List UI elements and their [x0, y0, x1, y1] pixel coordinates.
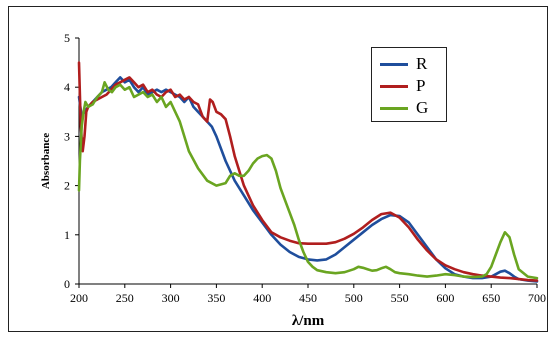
x-axis-title: λ/nm: [292, 313, 325, 329]
x-tick-label: 350: [207, 291, 225, 305]
x-tick-label: 700: [528, 291, 546, 305]
series-layer: [77, 61, 539, 283]
absorbance-line-chart: 200 250 300 350 400 450 500 550 600 650 700012345 …: [40, 31, 546, 329]
legend-swatch: [380, 106, 408, 110]
y-axis-title: Absorbance: [40, 133, 52, 189]
y-tick-label: 3: [64, 129, 70, 143]
y-tick-label: 0: [64, 277, 70, 291]
y-tick-label: 1: [64, 228, 70, 242]
legend-label: G: [416, 98, 429, 117]
y-tick-label: 4: [64, 80, 70, 94]
legend-label: R: [416, 54, 428, 73]
legend-item-R: R: [380, 54, 427, 74]
y-tick-label: 2: [64, 179, 70, 193]
x-tick-label: 450: [299, 291, 317, 305]
legend-item-G: G: [380, 98, 428, 118]
legend-swatch: [380, 84, 408, 88]
legend-swatch: [380, 62, 408, 66]
axes: 200 250 300 350 400 450 500 550 600 650 700 0 1 2 3 4 5: [64, 31, 546, 305]
x-tick-label: 400: [253, 291, 271, 305]
y-tick-label: 5: [64, 31, 70, 45]
x-tick-label: 250: [116, 291, 134, 305]
series-line-G: [77, 81, 539, 280]
legend-label: P: [416, 76, 426, 95]
x-tick-label: 500: [345, 291, 363, 305]
x-tick-label: 200: [70, 291, 88, 305]
series-line-R: [77, 76, 539, 283]
x-tick-label: 600: [436, 291, 454, 305]
series-line-P: [77, 61, 539, 282]
x-tick-label: 300: [162, 291, 180, 305]
chart-frame: 200 250 300 350 400 450 500 550 600 650 700 0 1 2 3 4 5 …: [8, 6, 548, 332]
x-tick-label: 550: [391, 291, 409, 305]
legend-item-P: P: [380, 76, 425, 96]
x-tick-label: 650: [482, 291, 500, 305]
